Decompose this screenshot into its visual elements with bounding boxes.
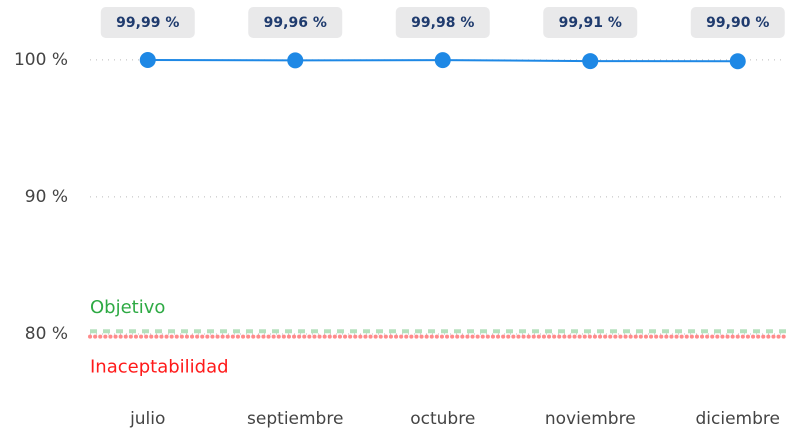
y-tick-label: 90 %	[25, 187, 68, 207]
x-tick-label: noviembre	[545, 409, 636, 429]
data-label: 99,99 %	[116, 15, 179, 31]
data-point	[139, 51, 156, 68]
reference-label: Inaceptabilidad	[90, 357, 229, 378]
data-label: 99,90 %	[706, 15, 769, 31]
x-tick-label: septiembre	[247, 409, 343, 429]
data-label: 99,96 %	[264, 15, 327, 31]
data-label-box	[543, 7, 638, 38]
data-point	[582, 53, 599, 70]
data-label-box	[100, 7, 195, 38]
data-point	[434, 52, 451, 69]
data-label-box	[690, 7, 785, 38]
y-tick-label: 100 %	[14, 50, 68, 70]
y-tick-label: 80 %	[25, 324, 68, 344]
data-point	[287, 52, 304, 69]
data-label-box	[395, 7, 490, 38]
data-point	[729, 53, 746, 70]
x-tick-label: diciembre	[696, 409, 780, 429]
x-tick-label: octubre	[410, 409, 475, 429]
x-tick-label: julio	[129, 409, 165, 429]
data-label-box	[248, 7, 343, 38]
data-label: 99,91 %	[559, 15, 622, 31]
reference-label: Objetivo	[90, 297, 165, 318]
data-label: 99,98 %	[411, 15, 474, 31]
